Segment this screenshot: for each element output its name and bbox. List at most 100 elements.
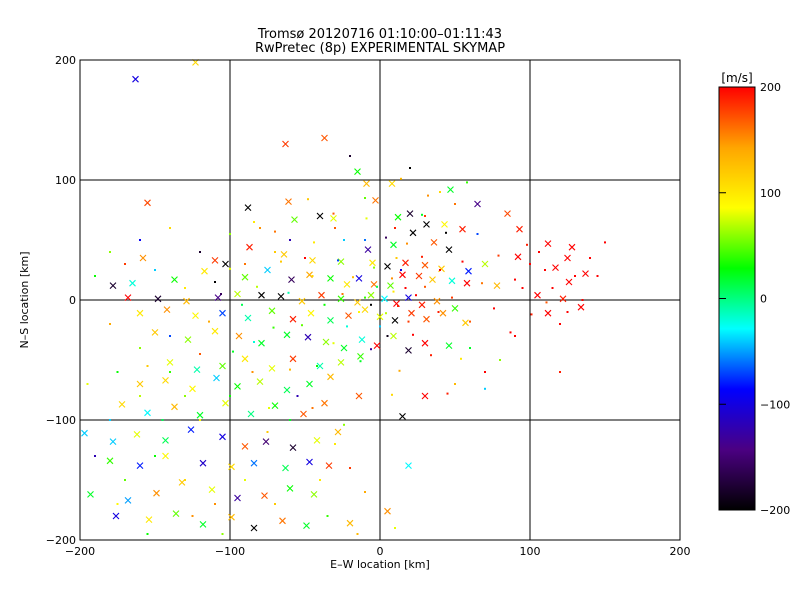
data-point-cross <box>357 353 364 360</box>
data-point-cross <box>481 260 489 268</box>
data-point-cross <box>346 519 354 527</box>
data-point-cross <box>448 277 456 285</box>
data-point-dot <box>259 227 261 229</box>
data-point-dot <box>364 197 366 199</box>
data-point-dot <box>124 263 126 265</box>
x-tick-label: 100 <box>520 545 541 558</box>
data-point-dot <box>394 527 396 529</box>
data-point-cross <box>258 291 265 299</box>
data-point-dot <box>229 267 231 270</box>
data-point-dot <box>461 260 464 263</box>
data-point-dot <box>439 269 441 271</box>
data-point-cross <box>441 221 448 228</box>
data-point-cross <box>343 281 351 288</box>
data-point-cross <box>219 433 226 441</box>
data-point-cross <box>112 512 120 520</box>
data-point-dot <box>316 365 318 367</box>
data-point-dot <box>94 455 96 457</box>
data-point-dot <box>484 371 486 373</box>
data-point-dot <box>415 294 417 297</box>
data-point-dot <box>538 251 540 253</box>
data-point-dot <box>154 269 156 271</box>
data-point-cross <box>408 309 415 317</box>
data-point-cross <box>163 306 171 313</box>
data-point-cross <box>282 140 289 148</box>
data-point-cross <box>415 272 423 280</box>
colorbar-tick-label: 0 <box>760 293 767 306</box>
data-point-cross <box>303 522 310 529</box>
data-point-dot <box>391 277 393 280</box>
data-point-dot <box>493 307 495 310</box>
data-point-cross <box>151 329 159 336</box>
data-point-dot <box>109 251 111 253</box>
colorbar-tick-label: 100 <box>760 187 781 200</box>
data-point-cross <box>289 315 297 323</box>
data-point-dot <box>208 320 210 323</box>
data-point-cross <box>516 225 523 233</box>
data-point-dot <box>391 393 393 396</box>
data-point-cross <box>256 378 264 385</box>
data-point-cross <box>334 428 342 436</box>
data-point-cross <box>582 270 589 277</box>
y-tick-label: 0 <box>69 294 76 307</box>
data-point-dot <box>574 275 576 277</box>
data-point-cross <box>166 359 174 366</box>
data-point-cross <box>139 254 147 262</box>
x-tick-label: −200 <box>65 545 95 558</box>
data-point-dot <box>359 360 362 363</box>
data-point-cross <box>387 282 394 289</box>
x-tick-label: −100 <box>215 545 245 558</box>
data-point-dot <box>146 365 149 367</box>
data-point-cross <box>421 339 429 347</box>
data-point-dot <box>169 227 171 229</box>
data-point-dot <box>445 231 447 234</box>
data-point-dot <box>280 260 282 263</box>
data-point-cross <box>145 516 153 523</box>
data-point-dot <box>326 515 329 517</box>
data-point-cross <box>162 437 169 444</box>
data-point-cross <box>288 276 295 283</box>
data-point-dot <box>232 350 234 353</box>
data-point-dot <box>94 275 96 277</box>
data-point-dot <box>421 255 423 258</box>
data-point-dot <box>184 479 186 481</box>
y-tick-label: −100 <box>46 414 76 427</box>
data-point-cross <box>228 463 235 471</box>
data-point-dot <box>439 191 441 193</box>
data-point-cross <box>355 392 363 400</box>
data-point-dot <box>427 194 429 197</box>
data-point-dot <box>424 285 426 288</box>
data-point-cross <box>196 411 204 419</box>
data-point-cross <box>234 383 241 390</box>
data-point-dot <box>199 353 201 355</box>
data-point-cross <box>361 306 369 313</box>
data-point-cross <box>289 444 297 451</box>
x-tick-label: 0 <box>377 545 384 558</box>
data-point-dot <box>407 320 410 323</box>
data-point-cross <box>327 317 334 324</box>
data-point-dot <box>404 287 407 289</box>
data-point-dot <box>154 455 156 457</box>
data-point-dot <box>319 479 321 481</box>
data-point-cross <box>285 198 292 205</box>
data-point-cross <box>241 273 249 281</box>
data-point-dot <box>287 291 290 294</box>
data-point-cross <box>271 402 279 409</box>
data-point-cross <box>201 267 208 275</box>
data-point-dot <box>146 533 149 535</box>
data-point-dot <box>358 311 360 313</box>
y-tick-label: 100 <box>55 174 76 187</box>
data-point-cross <box>399 271 406 279</box>
data-point-cross <box>402 259 409 267</box>
data-point-cross <box>354 168 361 175</box>
data-point-cross <box>405 294 412 301</box>
data-point-dot <box>521 287 524 289</box>
data-point-cross <box>372 197 379 204</box>
data-point-cross <box>337 359 345 366</box>
data-point-cross <box>250 524 258 532</box>
data-point-cross <box>247 410 255 418</box>
data-point-cross <box>307 309 315 317</box>
data-point-dot <box>139 395 141 397</box>
data-point-cross <box>330 215 337 222</box>
